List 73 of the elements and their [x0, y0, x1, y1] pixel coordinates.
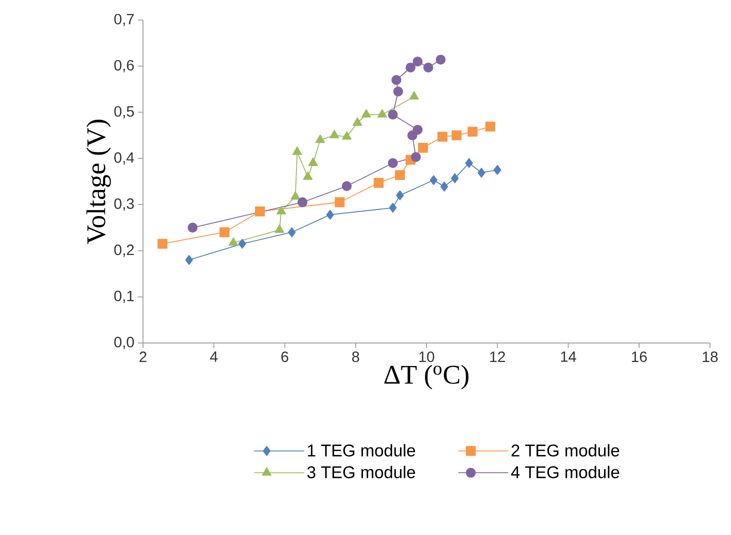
point — [394, 170, 405, 180]
point — [342, 181, 352, 192]
point — [388, 158, 398, 168]
point — [326, 210, 334, 220]
y-axis-title: Voltage (V) — [86, 120, 111, 244]
point — [228, 237, 238, 246]
y-tick-label: 0,1 — [114, 290, 134, 304]
x-tick-label: 12 — [490, 352, 505, 362]
point — [220, 227, 230, 238]
point — [409, 91, 419, 100]
point — [158, 238, 168, 249]
point — [452, 130, 462, 140]
point — [412, 56, 423, 66]
x-tick-label: 14 — [561, 352, 576, 362]
legend-label: 3 TEG module — [307, 466, 416, 478]
point — [276, 206, 286, 214]
legend-label: 2 TEG module — [512, 444, 620, 457]
point — [290, 191, 300, 200]
point — [438, 132, 448, 142]
point — [274, 224, 284, 233]
legend-label: 1 TEG module — [308, 444, 416, 457]
point — [391, 75, 402, 85]
point — [388, 110, 398, 120]
point — [423, 62, 434, 72]
point — [238, 238, 246, 249]
point — [451, 173, 459, 184]
point — [377, 109, 387, 118]
point — [255, 206, 265, 216]
y-tick-label: 0,4 — [114, 152, 134, 165]
y-tick-label: 0,5 — [114, 106, 134, 118]
point — [406, 62, 416, 72]
point — [436, 54, 446, 65]
y-tick-label: 0,7 — [114, 14, 134, 26]
point — [303, 171, 313, 180]
x-tick-label: 4 — [210, 352, 218, 362]
x-tick-label: 16 — [632, 352, 647, 362]
point — [494, 165, 502, 175]
point — [468, 126, 478, 137]
point — [342, 131, 352, 140]
point — [298, 197, 308, 208]
point — [374, 178, 384, 188]
point — [485, 122, 496, 132]
x-tick-label: 8 — [352, 352, 360, 362]
point — [330, 130, 340, 138]
y-tick-label: 0,0 — [114, 336, 134, 350]
point — [440, 182, 448, 192]
point — [352, 117, 362, 126]
point — [315, 134, 325, 143]
point — [410, 152, 421, 162]
point — [288, 227, 296, 238]
point — [389, 202, 397, 213]
x-axis-title: ΔT ($^{o}$C) — [384, 364, 468, 390]
point — [188, 222, 198, 233]
point — [361, 109, 372, 118]
x-tick-label: 18 — [702, 352, 718, 362]
point — [418, 142, 428, 153]
legend-label: 4 TEG module — [511, 466, 620, 478]
point — [292, 146, 302, 155]
y-tick-label: 0,3 — [114, 198, 134, 211]
y-tick-label: 0,6 — [114, 60, 134, 72]
point — [396, 190, 404, 200]
point — [430, 175, 438, 186]
x-tick-label: 6 — [281, 352, 288, 362]
y-tick-label: 0,2 — [114, 244, 134, 257]
point — [465, 158, 473, 168]
point — [393, 86, 404, 96]
point — [185, 254, 193, 265]
x-tick-label: 2 — [140, 352, 146, 362]
point — [412, 124, 423, 135]
point — [478, 168, 486, 178]
x-tick-label: 10 — [419, 352, 434, 362]
point — [334, 197, 345, 208]
point — [308, 158, 318, 166]
